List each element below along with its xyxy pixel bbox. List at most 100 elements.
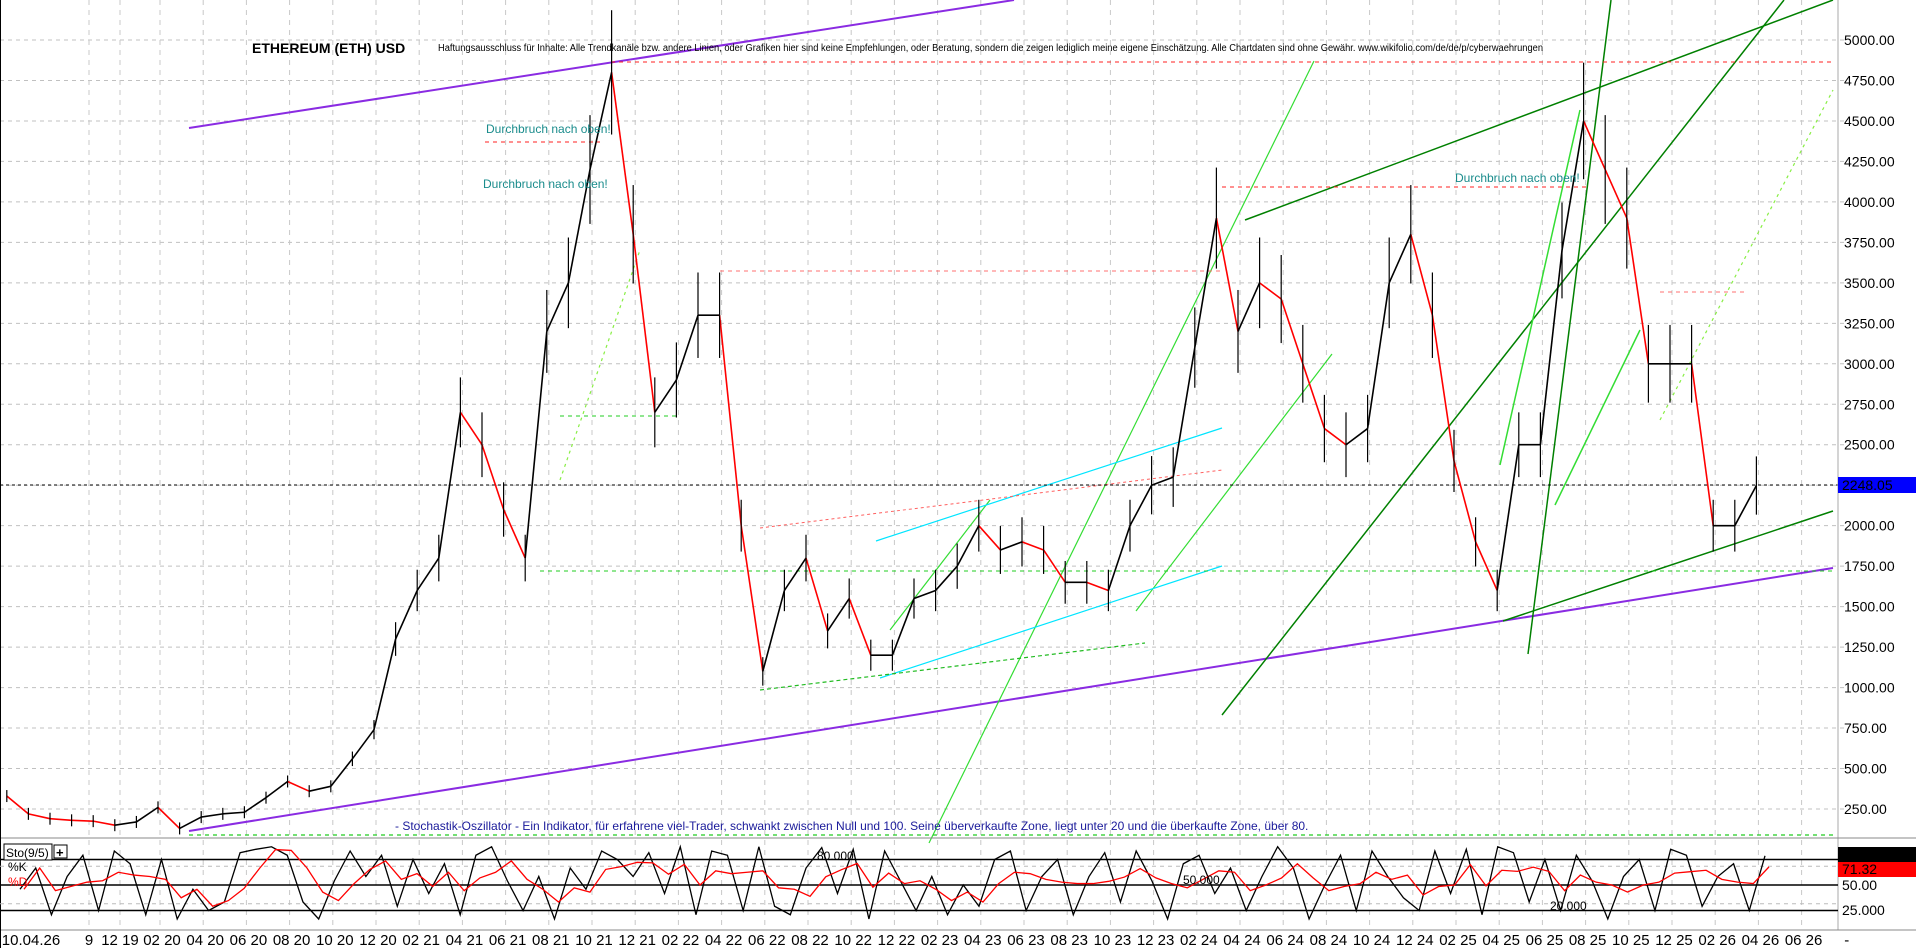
price-segment — [287, 780, 310, 792]
trend-line-light-3 — [1499, 109, 1581, 466]
stoch-d-line — [23, 848, 1770, 908]
x-tick-label: 08 20 — [273, 932, 311, 948]
price-segment — [243, 797, 267, 813]
price-segment — [1323, 427, 1347, 446]
level-50-label: 50.000 — [1183, 873, 1220, 887]
y-tick-label: 1500.00 — [1844, 599, 1895, 615]
x-tick-label: 04 26 — [1742, 932, 1780, 948]
y-tick-label: 500.00 — [1844, 761, 1887, 777]
price-segment — [1561, 120, 1585, 251]
level-20-label: 20.000 — [1550, 899, 1587, 913]
trend-line-dotted-2 — [559, 249, 641, 481]
price-segment — [49, 817, 72, 822]
price-segment — [1086, 581, 1109, 592]
last-price-tag — [1838, 477, 1916, 493]
stochastic-panel — [0, 844, 1838, 922]
x-tick-label: 08 21 — [532, 932, 570, 948]
price-segment — [1129, 484, 1153, 527]
x-tick-label: 10 25 — [1612, 932, 1650, 948]
price-segment — [1366, 282, 1390, 429]
trend-line-dotted-1 — [1659, 89, 1834, 421]
price-segment — [1000, 541, 1023, 551]
price-segment — [481, 444, 505, 510]
price-segment — [416, 557, 440, 591]
price-segment — [567, 169, 591, 283]
price-segment — [826, 598, 850, 632]
price-segment — [610, 72, 634, 235]
x-axis: 10.04.26 9 12 19 02 20 04 20 06 20 08 20 10 20 1… — [2, 932, 1849, 948]
k-label: %K — [8, 860, 27, 874]
price-segment — [1215, 217, 1239, 332]
disclaimer: Haftungsausschluss für Inhalte: Alle Tre… — [438, 43, 1543, 54]
price-segment — [1259, 282, 1282, 300]
plus-icon: + — [56, 845, 64, 860]
d-label: %D — [8, 875, 28, 889]
price-segment — [309, 785, 331, 792]
y-tick-label: 1750.00 — [1844, 558, 1895, 574]
channel-lower-line — [188, 567, 1834, 832]
y-tick-label: 250.00 — [1844, 801, 1887, 817]
x-tick-label: 10.04.26 — [2, 932, 60, 948]
x-tick-label: 02 24 — [1180, 932, 1218, 948]
x-tick-label: 12 20 — [359, 932, 397, 948]
x-tick-label: 02 22 — [662, 932, 700, 948]
d-value: 71.32 — [1842, 861, 1877, 877]
price-segment — [330, 758, 354, 787]
x-tick-label: 12 25 — [1655, 932, 1693, 948]
y-axis: 5000.00 4750.00 4500.00 4250.00 4000.00 3750.… — [1844, 32, 1895, 817]
y-tick-label: 3000.00 — [1844, 356, 1895, 372]
price-segment — [1345, 427, 1369, 446]
k-value-tag — [1838, 847, 1916, 862]
y-tick-label: 4250.00 — [1844, 153, 1895, 169]
channel-upper-line — [188, 0, 1015, 129]
y-tick-label: 4750.00 — [1844, 72, 1895, 88]
stoch-axis-50: 50.00 — [1842, 877, 1877, 893]
price-segment — [978, 525, 1001, 551]
stoch-label-box — [3, 843, 53, 861]
y-tick-label: 2500.00 — [1844, 437, 1895, 453]
x-tick-label: 10 20 — [316, 932, 354, 948]
y-tick-label: 5000.00 — [1844, 32, 1895, 48]
price-segment — [135, 806, 159, 823]
price-segment — [6, 795, 29, 815]
price-segment — [1280, 298, 1304, 365]
price-segment — [1690, 363, 1714, 526]
x-tick-label: 10 22 — [834, 932, 872, 948]
stoch-axis-25: 25.000 — [1842, 902, 1885, 918]
price-segment — [1042, 549, 1066, 583]
y-tick-label: 3250.00 — [1844, 315, 1895, 331]
price-segment — [805, 557, 829, 632]
price-segment — [956, 525, 980, 567]
stoch-expand-button[interactable] — [53, 844, 68, 859]
price-segment — [373, 638, 397, 730]
x-tick-label: 06 24 — [1266, 932, 1304, 948]
price-segment — [1474, 541, 1498, 591]
x-tick-label: 08 23 — [1050, 932, 1088, 948]
x-tick-label: 04 25 — [1482, 932, 1520, 948]
x-tick-label: 10 21 — [575, 932, 613, 948]
price-segment — [848, 598, 872, 656]
price-segment — [1453, 460, 1477, 543]
price-segment — [1237, 282, 1261, 332]
y-tick-label: 2750.00 — [1844, 396, 1895, 412]
x-tick-label: 08 25 — [1569, 932, 1607, 948]
price-segment — [1582, 120, 1606, 170]
price-segment — [1151, 476, 1174, 486]
annotation-breakout: Durchbruch nach oben! — [1455, 171, 1580, 185]
red-dashed-slope — [759, 469, 1223, 529]
x-tick-label: 06 21 — [489, 932, 527, 948]
price-segment — [114, 821, 137, 826]
x-tick-label: 04 23 — [964, 932, 1002, 948]
price-segment — [589, 72, 613, 170]
y-tick-label: 4500.00 — [1844, 113, 1895, 129]
x-tick-label: 12 22 — [878, 932, 916, 948]
y-tick-label: 3750.00 — [1844, 234, 1895, 250]
x-tick-label: 12 19 — [101, 932, 139, 948]
trend-line-dark-4 — [1527, 0, 1612, 655]
price-segment — [1021, 541, 1044, 551]
price-segment — [783, 557, 807, 591]
cyan-channel-lower — [879, 565, 1223, 679]
cyan-channel-upper — [875, 427, 1223, 542]
level-80-label: 80.000 — [817, 849, 854, 863]
